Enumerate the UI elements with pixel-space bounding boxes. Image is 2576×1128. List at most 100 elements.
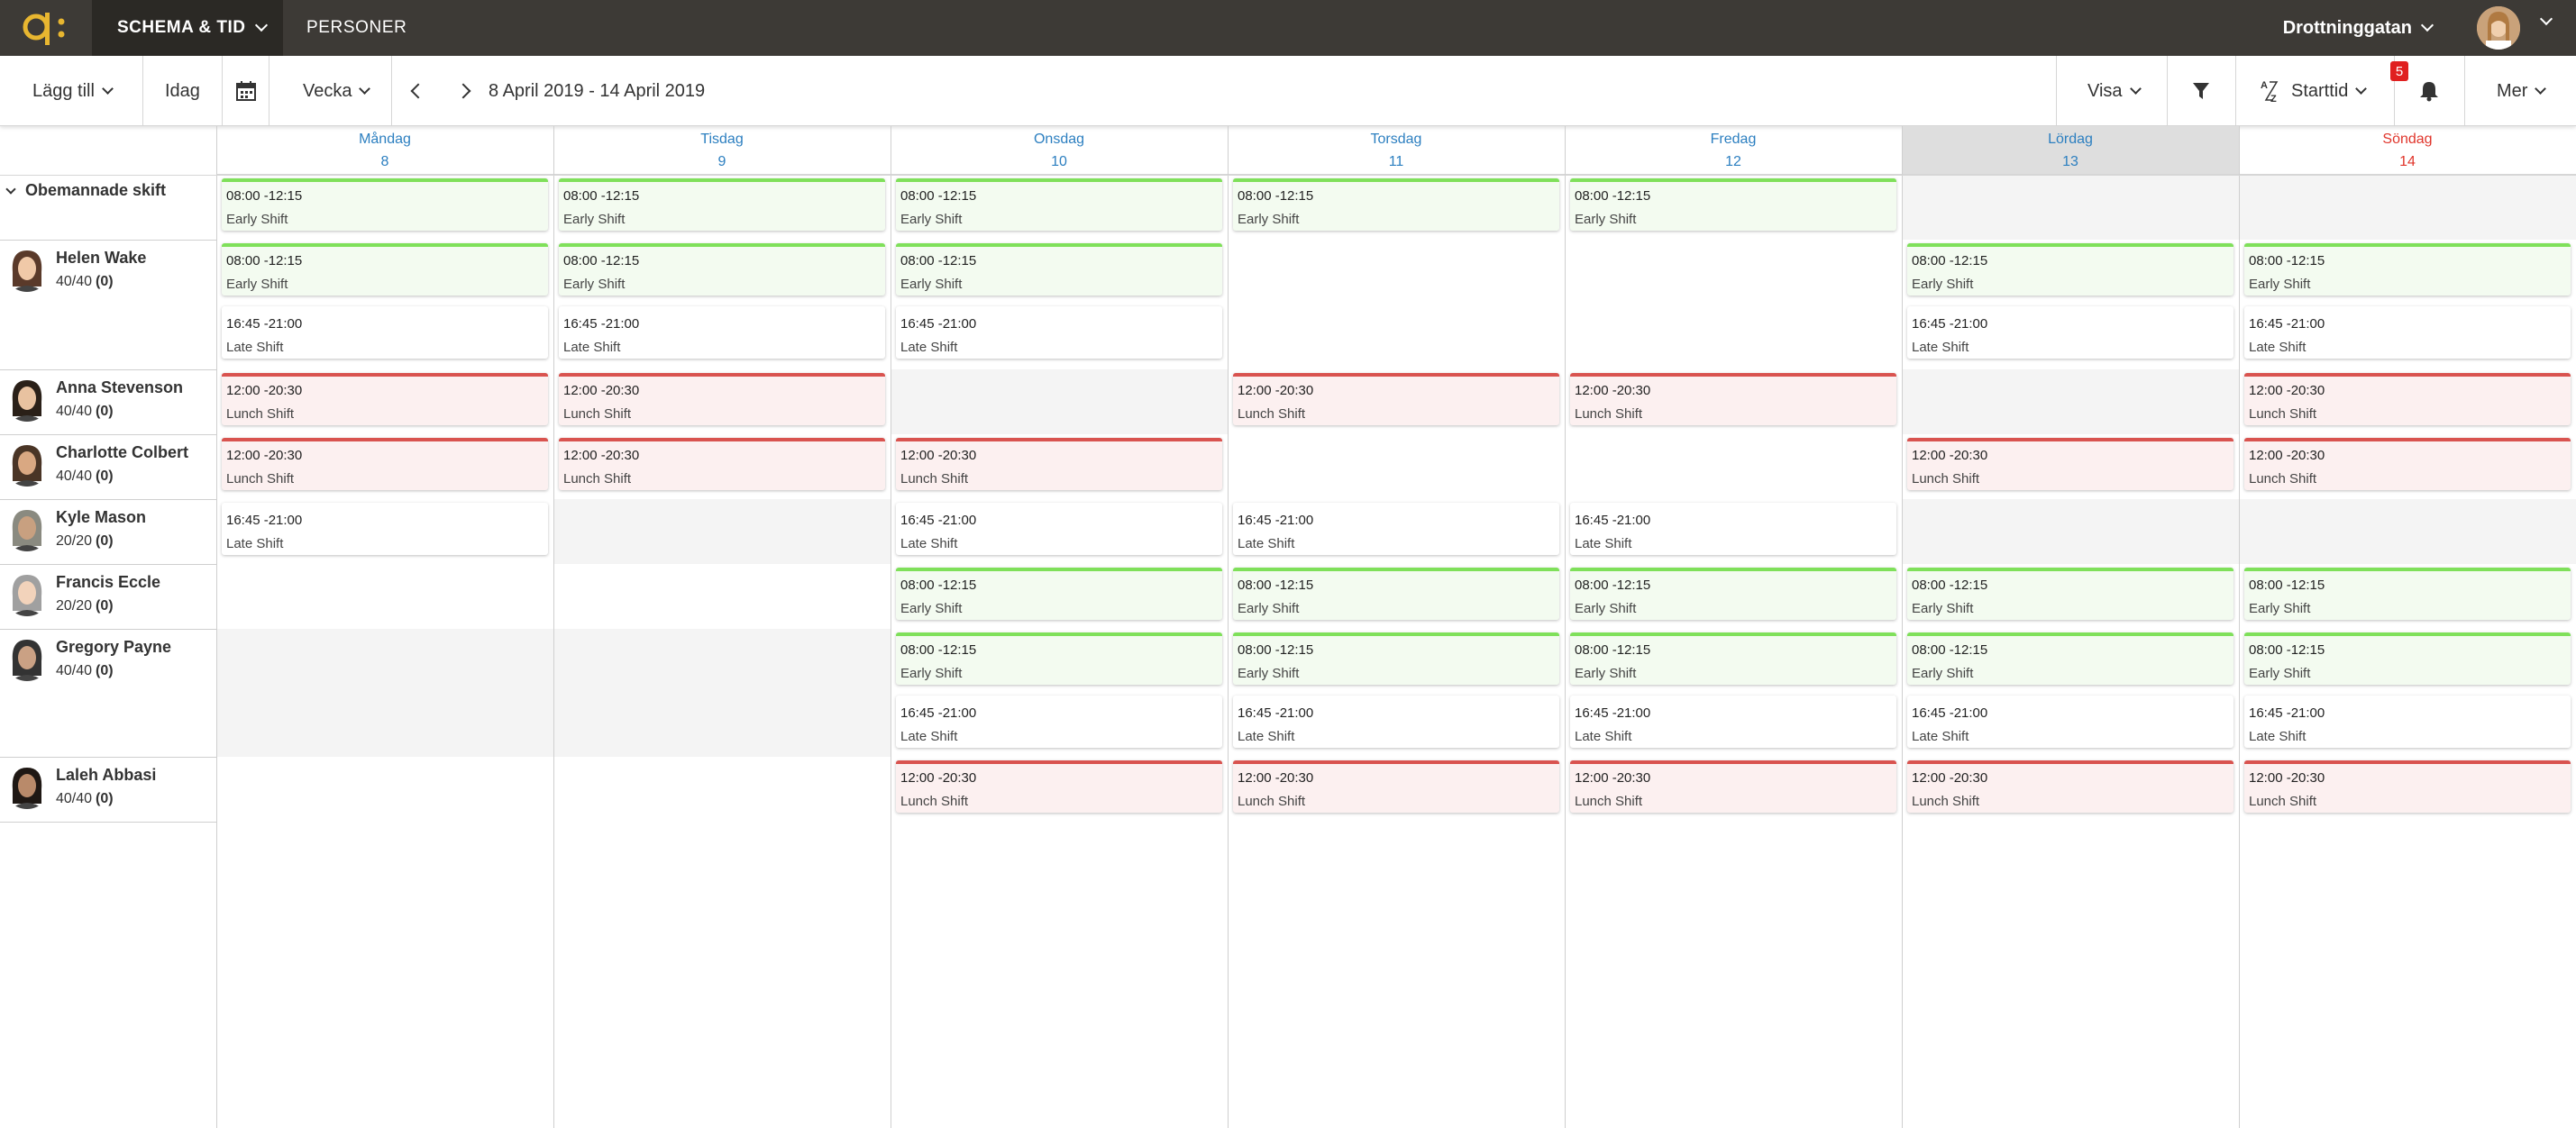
- today-button[interactable]: Idag: [165, 80, 200, 101]
- app-logo-icon[interactable]: [18, 7, 72, 49]
- person-name[interactable]: Charlotte Colbert: [56, 443, 189, 461]
- late-shift-card[interactable]: 16:45 -21:00 Late Shift: [896, 696, 1222, 748]
- person-name[interactable]: Helen Wake: [56, 249, 147, 267]
- empty-cell[interactable]: [891, 369, 1228, 434]
- lunch-shift-card[interactable]: 12:00 -20:30 Lunch Shift: [2244, 438, 2571, 490]
- empty-cell[interactable]: [1903, 499, 2239, 564]
- person-avatar[interactable]: [4, 762, 50, 809]
- person-avatar[interactable]: [4, 569, 50, 616]
- day-header[interactable]: Lördag 13: [1902, 126, 2239, 175]
- day-header[interactable]: Tisdag 9: [553, 126, 891, 175]
- lunch-shift-card[interactable]: 12:00 -20:30 Lunch Shift: [2244, 760, 2571, 813]
- early-shift-card[interactable]: 08:00 -12:15 Early Shift: [1570, 178, 1896, 231]
- early-shift-card[interactable]: 08:00 -12:15 Early Shift: [1907, 243, 2233, 296]
- early-shift-card[interactable]: 08:00 -12:15 Early Shift: [1570, 568, 1896, 620]
- module-switcher-button[interactable]: SCHEMA & TID: [92, 0, 283, 56]
- day-header[interactable]: Måndag 8: [216, 126, 553, 175]
- early-shift-card[interactable]: 08:00 -12:15 Early Shift: [896, 632, 1222, 685]
- early-shift-card[interactable]: 08:00 -12:15 Early Shift: [1907, 632, 2233, 685]
- day-header[interactable]: Onsdag 10: [891, 126, 1228, 175]
- empty-cell[interactable]: [217, 629, 553, 757]
- day-header[interactable]: Fredag 12: [1565, 126, 1902, 175]
- late-shift-card[interactable]: 16:45 -21:00 Late Shift: [1233, 696, 1559, 748]
- person-avatar[interactable]: [4, 634, 50, 681]
- unassigned-shifts-toggle[interactable]: Obemannade skift: [5, 181, 166, 200]
- early-shift-card[interactable]: 08:00 -12:15 Early Shift: [222, 243, 548, 296]
- early-shift-card[interactable]: 08:00 -12:15 Early Shift: [1233, 632, 1559, 685]
- early-shift-card[interactable]: 08:00 -12:15 Early Shift: [1570, 632, 1896, 685]
- early-shift-card[interactable]: 08:00 -12:15 Early Shift: [222, 178, 548, 231]
- empty-cell[interactable]: [2240, 499, 2576, 564]
- person-avatar[interactable]: [4, 375, 50, 422]
- early-shift-card[interactable]: 08:00 -12:15 Early Shift: [559, 243, 885, 296]
- lunch-shift-card[interactable]: 12:00 -20:30 Lunch Shift: [1570, 373, 1896, 425]
- store-selector[interactable]: Drottninggatan: [2283, 0, 2434, 56]
- early-shift-card[interactable]: 08:00 -12:15 Early Shift: [896, 568, 1222, 620]
- late-shift-card[interactable]: 16:45 -21:00 Late Shift: [222, 306, 548, 359]
- person-name[interactable]: Kyle Mason: [56, 508, 147, 526]
- empty-cell[interactable]: [1903, 175, 2239, 240]
- more-dropdown-button[interactable]: Mer: [2497, 56, 2547, 126]
- notifications-button[interactable]: [2419, 56, 2439, 126]
- person-name[interactable]: Anna Stevenson: [56, 378, 184, 396]
- shift-time: 08:00 -12:15: [1912, 578, 1988, 593]
- lunch-shift-card[interactable]: 12:00 -20:30 Lunch Shift: [1570, 760, 1896, 813]
- late-shift-card[interactable]: 16:45 -21:00 Late Shift: [2244, 696, 2571, 748]
- late-shift-card[interactable]: 16:45 -21:00 Late Shift: [896, 306, 1222, 359]
- empty-cell[interactable]: [554, 629, 891, 757]
- lunch-shift-card[interactable]: 12:00 -20:30 Lunch Shift: [559, 438, 885, 490]
- person-avatar[interactable]: [4, 245, 50, 292]
- user-menu-chevron-icon[interactable]: [2539, 12, 2553, 26]
- early-shift-card[interactable]: 08:00 -12:15 Early Shift: [559, 178, 885, 231]
- lunch-shift-card[interactable]: 12:00 -20:30 Lunch Shift: [1233, 373, 1559, 425]
- column-divider: [553, 126, 554, 1128]
- person-name[interactable]: Francis Eccle: [56, 573, 161, 591]
- late-shift-card[interactable]: 16:45 -21:00 Late Shift: [559, 306, 885, 359]
- late-shift-card[interactable]: 16:45 -21:00 Late Shift: [2244, 306, 2571, 359]
- calendar-button[interactable]: [236, 56, 256, 126]
- lunch-shift-card[interactable]: 12:00 -20:30 Lunch Shift: [222, 438, 548, 490]
- empty-cell[interactable]: [554, 499, 891, 564]
- lunch-shift-card[interactable]: 12:00 -20:30 Lunch Shift: [1233, 760, 1559, 813]
- add-dropdown-button[interactable]: Lägg till: [32, 56, 114, 126]
- person-avatar[interactable]: [4, 505, 50, 551]
- day-header[interactable]: Torsdag 11: [1228, 126, 1565, 175]
- early-shift-card[interactable]: 08:00 -12:15 Early Shift: [896, 243, 1222, 296]
- previous-week-button[interactable]: [410, 56, 426, 126]
- late-shift-card[interactable]: 16:45 -21:00 Late Shift: [1907, 306, 2233, 359]
- lunch-shift-card[interactable]: 12:00 -20:30 Lunch Shift: [896, 760, 1222, 813]
- person-name[interactable]: Gregory Payne: [56, 638, 172, 656]
- early-shift-card[interactable]: 08:00 -12:15 Early Shift: [1233, 178, 1559, 231]
- lunch-shift-card[interactable]: 12:00 -20:30 Lunch Shift: [1907, 438, 2233, 490]
- late-shift-card[interactable]: 16:45 -21:00 Late Shift: [1570, 696, 1896, 748]
- early-shift-card[interactable]: 08:00 -12:15 Early Shift: [2244, 243, 2571, 296]
- sort-dropdown-button[interactable]: A Z Starttid: [2261, 56, 2368, 126]
- late-shift-card[interactable]: 16:45 -21:00 Late Shift: [1233, 503, 1559, 555]
- early-shift-card[interactable]: 08:00 -12:15 Early Shift: [1233, 568, 1559, 620]
- person-avatar[interactable]: [4, 440, 50, 487]
- lunch-shift-card[interactable]: 12:00 -20:30 Lunch Shift: [559, 373, 885, 425]
- next-week-button[interactable]: [455, 56, 471, 126]
- early-shift-card[interactable]: 08:00 -12:15 Early Shift: [2244, 568, 2571, 620]
- empty-cell[interactable]: [2240, 175, 2576, 240]
- early-shift-card[interactable]: 08:00 -12:15 Early Shift: [1907, 568, 2233, 620]
- early-shift-card[interactable]: 08:00 -12:15 Early Shift: [2244, 632, 2571, 685]
- filter-button[interactable]: [2192, 56, 2210, 126]
- view-dropdown-button[interactable]: Visa: [2087, 56, 2142, 126]
- nav-link-personer[interactable]: PERSONER: [306, 18, 407, 37]
- hours-value: 40/40: [56, 663, 93, 678]
- person-name[interactable]: Laleh Abbasi: [56, 766, 157, 784]
- late-shift-card[interactable]: 16:45 -21:00 Late Shift: [896, 503, 1222, 555]
- period-dropdown-button[interactable]: Vecka: [303, 56, 371, 126]
- lunch-shift-card[interactable]: 12:00 -20:30 Lunch Shift: [896, 438, 1222, 490]
- day-header[interactable]: Söndag 14: [2239, 126, 2576, 175]
- late-shift-card[interactable]: 16:45 -21:00 Late Shift: [1907, 696, 2233, 748]
- late-shift-card[interactable]: 16:45 -21:00 Late Shift: [1570, 503, 1896, 555]
- early-shift-card[interactable]: 08:00 -12:15 Early Shift: [896, 178, 1222, 231]
- lunch-shift-card[interactable]: 12:00 -20:30 Lunch Shift: [222, 373, 548, 425]
- empty-cell[interactable]: [1903, 369, 2239, 434]
- lunch-shift-card[interactable]: 12:00 -20:30 Lunch Shift: [2244, 373, 2571, 425]
- user-avatar[interactable]: [2477, 6, 2520, 50]
- lunch-shift-card[interactable]: 12:00 -20:30 Lunch Shift: [1907, 760, 2233, 813]
- late-shift-card[interactable]: 16:45 -21:00 Late Shift: [222, 503, 548, 555]
